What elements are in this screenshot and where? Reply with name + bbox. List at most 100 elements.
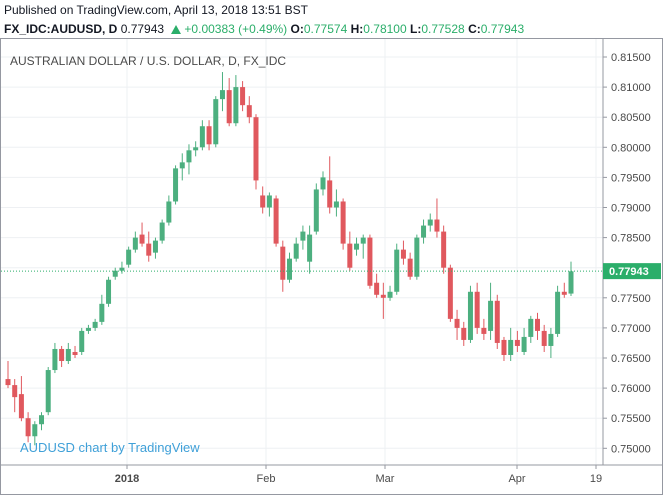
- price-tick-label: 0.81000: [611, 82, 651, 94]
- last-price-tag: [603, 263, 661, 280]
- candle-body: [280, 246, 286, 280]
- candle-body: [260, 195, 266, 208]
- open-value: 0.77574: [303, 22, 348, 36]
- candle-body: [240, 87, 246, 106]
- published-text: Published on TradingView.com, April 13, …: [4, 3, 308, 17]
- candlestick-series: [5, 72, 574, 446]
- candle-body: [246, 105, 252, 118]
- candle-body: [555, 291, 561, 334]
- candle-body: [347, 243, 353, 268]
- candle-body: [99, 303, 105, 322]
- candle-body: [219, 90, 225, 100]
- candle-body: [307, 234, 313, 262]
- candle-body: [421, 225, 427, 238]
- time-tick-label: 19: [590, 473, 602, 485]
- candle-body: [52, 348, 58, 371]
- candle-body: [400, 249, 406, 259]
- price-tick-label: 0.77500: [611, 293, 651, 305]
- candle-body: [72, 351, 78, 355]
- candle-body: [126, 249, 132, 265]
- candle-body: [300, 231, 306, 241]
- candle-body: [481, 327, 487, 334]
- candle-body: [139, 234, 145, 244]
- candle-body: [18, 394, 24, 419]
- last-price-tag-label: 0.77943: [609, 266, 649, 278]
- candle-body: [508, 339, 514, 355]
- candle-body: [494, 300, 500, 343]
- price-tick-label: 0.76000: [611, 383, 651, 395]
- candle-body: [488, 300, 494, 331]
- price-axis-labels: 0.81500 0.81000 0.80500 0.80000 0.79500 0.790…: [603, 52, 651, 455]
- symbol-name: FX_IDC:AUDUSD, D: [4, 22, 118, 36]
- candle-body: [193, 147, 199, 151]
- candle-body: [253, 117, 259, 181]
- symbol-info-line: FX_IDC:AUDUSD, D 0.77943 +0.00383 (+0.49…: [0, 20, 663, 40]
- candle-body: [441, 231, 447, 268]
- candle-body: [427, 219, 433, 226]
- candle-body: [166, 201, 172, 223]
- candle-body: [360, 237, 366, 244]
- candle-body: [79, 330, 85, 352]
- chart-frame: [0, 38, 663, 495]
- candle-body: [467, 291, 473, 340]
- candle-body: [146, 243, 152, 256]
- price-tick-label: 0.80000: [611, 142, 651, 154]
- price-tick-label: 0.81500: [611, 52, 651, 64]
- candle-body: [568, 271, 574, 294]
- candle-body: [226, 90, 232, 124]
- candle-body: [394, 249, 400, 292]
- price-tick-label: 0.75500: [611, 413, 651, 425]
- time-tick-label: Mar: [376, 473, 395, 485]
- candle-body: [501, 339, 507, 355]
- candle-body: [32, 424, 38, 437]
- candle-body: [534, 318, 540, 331]
- candle-body: [340, 201, 346, 244]
- candle-body: [434, 219, 440, 232]
- candle-body: [159, 222, 165, 241]
- chart-title: AUSTRALIAN DOLLAR / U.S. DOLLAR, D, FX_I…: [10, 54, 286, 68]
- price-tick-label: 0.80500: [611, 112, 651, 124]
- candle-body: [12, 385, 18, 398]
- last-price: 0.77943: [120, 22, 165, 36]
- candle-body: [367, 237, 373, 286]
- candle-body: [206, 126, 212, 145]
- candle-body: [528, 318, 534, 337]
- candle-body: [273, 198, 279, 244]
- price-tick-label: 0.78500: [611, 233, 651, 245]
- candle-body: [179, 162, 185, 169]
- candle-body: [213, 99, 219, 145]
- time-tick-label: Feb: [257, 473, 276, 485]
- low-label: L:: [410, 22, 422, 36]
- close-label: C:: [468, 22, 481, 36]
- candle-body: [374, 282, 380, 295]
- candle-body: [461, 327, 467, 340]
- price-chart[interactable]: 0.81500 0.81000 0.80500 0.80000 0.79500 0.790…: [0, 38, 663, 495]
- candle-body: [266, 195, 272, 208]
- candle-body: [152, 240, 158, 253]
- candle-body: [333, 201, 339, 208]
- candle-body: [85, 327, 91, 331]
- candle-body: [287, 258, 292, 280]
- candle-body: [407, 258, 413, 277]
- price-tick-label: 0.79000: [611, 203, 651, 215]
- candle-body: [454, 318, 460, 328]
- candle-body: [112, 270, 118, 277]
- candle-body: [354, 243, 360, 250]
- candle-body: [233, 87, 239, 124]
- candle-body: [320, 177, 326, 190]
- candle-body: [380, 294, 386, 298]
- candle-body: [447, 267, 453, 319]
- candle-body: [45, 370, 51, 413]
- candle-body: [92, 321, 98, 328]
- price-tick-label: 0.76500: [611, 353, 651, 365]
- candle-body: [561, 291, 567, 295]
- candle-body: [474, 291, 480, 328]
- price-change: +0.00383 (+0.49%): [184, 22, 288, 36]
- watermark: AUDUSD chart by TradingView: [20, 440, 200, 455]
- time-tick-label: Apr: [508, 473, 525, 485]
- candle-body: [541, 330, 547, 346]
- up-arrow-icon: [171, 25, 182, 34]
- high-label: H:: [350, 22, 364, 36]
- candle-body: [199, 126, 205, 148]
- candle-body: [313, 189, 319, 232]
